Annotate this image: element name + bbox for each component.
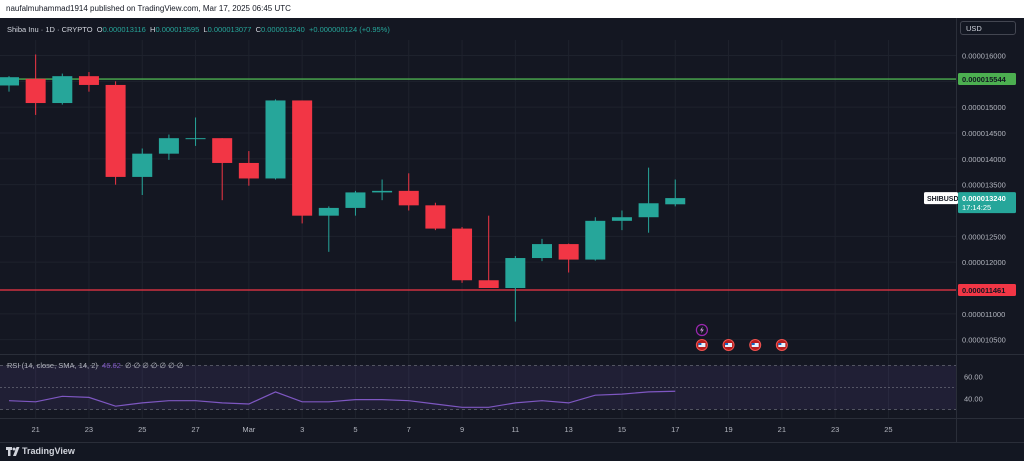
x-tick-label: 21	[31, 425, 39, 434]
us-flag-canton	[725, 343, 729, 345]
candle-body	[558, 244, 579, 260]
x-tick-label: 5	[353, 425, 357, 434]
candle-body	[105, 84, 126, 177]
candle-body	[585, 220, 606, 260]
candle-body	[238, 162, 259, 179]
y-tick-label: 0.000010500	[962, 336, 1006, 345]
rsi-placeholders: ∅ ∅ ∅ ∅ ∅ ∅ ∅	[125, 361, 184, 370]
x-tick-label: 23	[831, 425, 839, 434]
candle-body	[185, 138, 206, 140]
x-tick-label: 7	[407, 425, 411, 434]
close-label: C	[255, 25, 261, 34]
price-line-label: 0.000015544	[962, 75, 1007, 84]
candle-body	[345, 192, 366, 208]
y-tick-label: 0.000013500	[962, 181, 1006, 190]
change-value: +0.000000124 (+0.95%)	[308, 25, 390, 34]
candle-body	[318, 207, 339, 216]
y-tick-label: 0.000015000	[962, 103, 1006, 112]
candle-body	[665, 198, 686, 205]
candle-body	[611, 217, 632, 221]
x-tick-label: 25	[138, 425, 146, 434]
x-tick-label: 15	[618, 425, 626, 434]
y-tick-label: 0.000016000	[962, 52, 1006, 61]
symbol-label: SHIBUSD	[927, 196, 959, 203]
x-tick-label: 11	[511, 425, 519, 434]
rsi-tick-label: 60.00	[964, 373, 983, 382]
candle-body	[78, 76, 99, 85]
y-tick-label: 0.000014500	[962, 129, 1006, 138]
us-flag-icon	[751, 343, 759, 347]
y-tick-label: 0.000012000	[962, 258, 1006, 267]
y-tick-label: 0.000012500	[962, 232, 1006, 241]
rsi-tick-label: 40.00	[964, 395, 983, 404]
us-flag-icon	[698, 343, 706, 347]
candle-body	[25, 78, 46, 104]
us-flag-canton	[751, 343, 755, 345]
chart-area[interactable]: 0.0000160000.0000155000.0000150000.00001…	[0, 18, 1024, 442]
low-value: 0.000013077	[207, 25, 252, 34]
x-tick-label: 13	[564, 425, 572, 434]
high-value: 0.000013595	[155, 25, 200, 34]
low-label: L	[203, 25, 208, 34]
candle-body	[398, 190, 419, 206]
x-tick-label: 9	[460, 425, 464, 434]
x-tick-label: 19	[724, 425, 732, 434]
publish-bar: naufalmuhammad1914 published on TradingV…	[0, 0, 1024, 18]
us-flag-icon	[725, 343, 733, 347]
rsi-line	[8, 390, 676, 408]
y-tick-label: 0.000011000	[962, 310, 1005, 319]
y-tick-label: 0.000014000	[962, 155, 1006, 164]
x-tick-label: 3	[300, 425, 304, 434]
footer-brand: TradingView	[22, 446, 75, 456]
last-price-label: 0.000013240	[962, 194, 1006, 203]
rsi-label: RSI (14, close, SMA, 14, 2)	[7, 361, 98, 370]
close-value: 0.000013240	[260, 25, 305, 34]
symbol-title: Shiba Inu · 1D · CRYPTO	[7, 25, 93, 34]
candle-body	[132, 153, 153, 177]
price-line-label-bg	[958, 73, 1016, 86]
tradingview-logo-icon	[6, 447, 20, 456]
footer: TradingView	[0, 442, 1024, 461]
candle-body	[52, 76, 73, 104]
countdown-label: 17:14:25	[962, 203, 991, 212]
lightning-icon	[699, 326, 704, 334]
candle-body	[158, 138, 179, 154]
candle-body	[452, 228, 473, 281]
us-flag-icon	[778, 343, 786, 347]
x-tick-label: Mar	[242, 425, 255, 434]
rsi-legend: RSI (14, close, SMA, 14, 2) 46.62 ∅ ∅ ∅ …	[7, 361, 183, 370]
candle-body	[0, 77, 19, 86]
candle-body	[505, 258, 526, 288]
x-tick-label: 23	[85, 425, 93, 434]
candle-body	[425, 205, 446, 229]
symbol-legend: Shiba Inu · 1D · CRYPTO O0.000013116 H0.…	[7, 25, 390, 34]
candle-body	[372, 190, 393, 193]
x-tick-label: 27	[191, 425, 199, 434]
publish-text: naufalmuhammad1914 published on TradingV…	[6, 4, 291, 13]
candle-body	[532, 244, 552, 259]
open-value: 0.000013116	[102, 25, 146, 34]
last-price-label-bg	[958, 192, 1016, 214]
high-label: H	[150, 25, 156, 34]
candlestick-chart[interactable]: 0.0000160000.0000155000.0000150000.00001…	[0, 18, 1024, 442]
candle-body	[212, 138, 233, 163]
rsi-value: 46.62	[102, 361, 121, 370]
open-label: O	[96, 25, 103, 34]
candle-body	[292, 100, 313, 216]
currency-button[interactable]: USD	[960, 21, 1016, 35]
price-line-label-bg	[958, 284, 1016, 297]
x-tick-label: 17	[671, 425, 679, 434]
x-tick-label: 25	[884, 425, 892, 434]
x-tick-label: 21	[778, 425, 786, 434]
symbol-label-bg	[924, 192, 958, 205]
candle-body	[265, 100, 286, 179]
candle-body	[478, 280, 499, 288]
price-line-label: 0.000011461	[962, 286, 1005, 295]
chart-background	[0, 18, 1024, 442]
us-flag-canton	[698, 343, 702, 345]
us-flag-canton	[778, 343, 782, 345]
candle-body	[638, 203, 659, 218]
